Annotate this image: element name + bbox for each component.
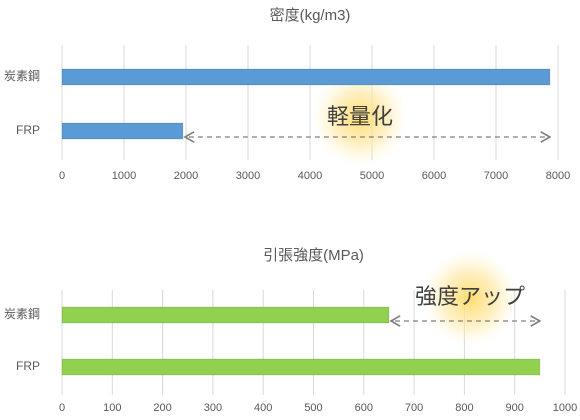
x-tick-label: 300 <box>204 402 222 414</box>
annotation: 強度アップ <box>415 284 525 309</box>
x-tick-label: 2000 <box>174 170 198 182</box>
bar <box>61 122 184 140</box>
x-tick-label: 700 <box>405 402 423 414</box>
chart-title: 引張強度(MPa) <box>263 247 364 264</box>
chart-title: 密度(kg/m3) <box>270 7 351 24</box>
x-tick-label: 900 <box>506 402 524 414</box>
x-tick-label: 600 <box>355 402 373 414</box>
x-tick-label: 800 <box>455 402 473 414</box>
y-tick-label: FRP <box>16 359 40 373</box>
x-tick-label: 100 <box>103 402 121 414</box>
x-tick-label: 0 <box>59 402 65 414</box>
x-tick-label: 1000 <box>112 170 136 182</box>
y-tick-label: 炭素鋼 <box>4 307 40 321</box>
x-tick-label: 8000 <box>546 170 570 182</box>
x-tick-label: 500 <box>304 402 322 414</box>
bar <box>61 68 551 86</box>
x-tick-label: 3000 <box>236 170 260 182</box>
x-tick-label: 0 <box>59 170 65 182</box>
x-tick-label: 400 <box>254 402 272 414</box>
bar <box>61 358 541 376</box>
x-tick-label: 6000 <box>422 170 446 182</box>
y-tick-label: FRP <box>16 123 40 137</box>
x-tick-label: 7000 <box>484 170 508 182</box>
x-tick-label: 1000 <box>553 402 577 414</box>
annotation: 軽量化 <box>327 104 393 129</box>
x-tick-label: 4000 <box>298 170 322 182</box>
x-tick-label: 200 <box>153 402 171 414</box>
x-tick-label: 5000 <box>360 170 384 182</box>
y-tick-label: 炭素鋼 <box>4 69 40 83</box>
bar <box>61 306 390 324</box>
